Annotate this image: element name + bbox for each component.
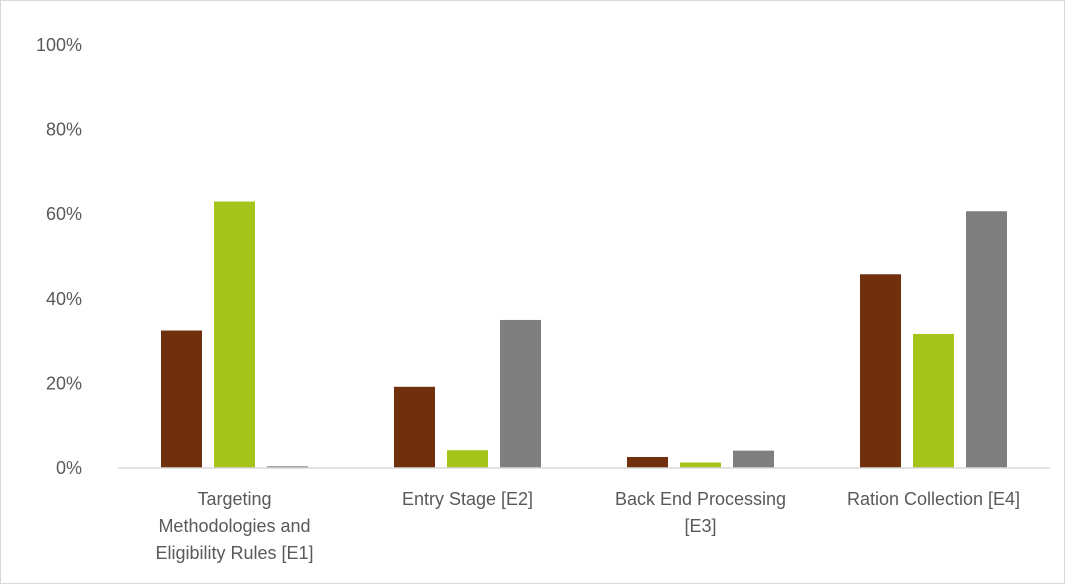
y-tick-label: 100%	[36, 35, 82, 55]
bar	[161, 330, 202, 468]
bar	[913, 333, 954, 468]
y-tick-label: 20%	[46, 373, 82, 393]
x-tick-label: Entry Stage [E2]	[402, 489, 533, 509]
y-tick-label: 0%	[56, 458, 82, 478]
bar	[267, 466, 308, 468]
bar	[680, 462, 721, 468]
bar	[733, 450, 774, 468]
bar	[394, 386, 435, 468]
x-axis: Targeting Methodologies and Eligibility Ru…	[155, 489, 1020, 563]
x-tick-label: [E3]	[684, 516, 716, 536]
x-tick-label: Methodologies and	[158, 516, 310, 536]
x-tick-label: Eligibility Rules [E1]	[155, 543, 313, 563]
x-tick-label: Ration Collection [E4]	[847, 489, 1020, 509]
y-tick-label: 80%	[46, 120, 82, 140]
bar	[500, 319, 541, 468]
y-axis: 0% 20% 40% 60% 80% 100%	[36, 35, 82, 478]
bar	[214, 201, 255, 468]
bar	[627, 457, 668, 468]
y-tick-label: 40%	[46, 289, 82, 309]
y-tick-label: 60%	[46, 204, 82, 224]
bar	[447, 450, 488, 468]
bar	[966, 211, 1007, 468]
x-tick-label: Targeting	[197, 489, 271, 509]
x-tick-label: Back End Processing	[615, 489, 786, 509]
bars	[161, 201, 1007, 468]
bar	[860, 274, 901, 468]
